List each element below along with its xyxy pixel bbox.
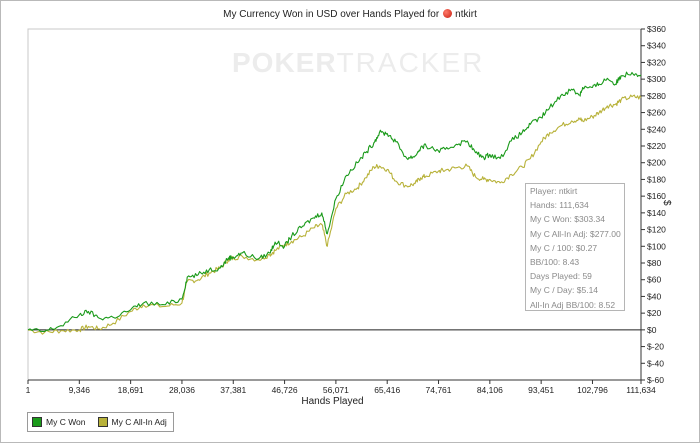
player-name: ntkirt <box>455 9 477 20</box>
y-tick-label: $40 <box>647 291 661 301</box>
x-tick-label: 28,036 <box>169 385 195 395</box>
watermark-part-2: TRACKER <box>336 47 485 78</box>
x-tick-label: 9,346 <box>69 385 91 395</box>
info-allin-adj: My C All-In Adj: $277.00 <box>530 228 621 239</box>
pokertracker-watermark: POKERTRACKER <box>232 47 484 79</box>
watermark-part-1: POKER <box>232 47 337 78</box>
y-tick-label: $80 <box>647 258 661 268</box>
x-tick-label: 111,634 <box>626 385 656 395</box>
y-tick-label: $320 <box>647 57 666 67</box>
legend-item-won[interactable]: My C Won <box>32 417 86 427</box>
y-tick-label: $220 <box>647 141 666 151</box>
y-tick-label: $160 <box>647 191 666 201</box>
y-tick-label: $60 <box>647 275 661 285</box>
info-player: Player: ntkirt <box>530 186 578 196</box>
info-bb-100: BB/100: 8.43 <box>530 257 580 268</box>
y-tick-label: $280 <box>647 91 666 101</box>
poker-site-flag-icon <box>443 9 453 18</box>
x-tick-label: 56,071 <box>323 385 349 395</box>
y-tick-label: $260 <box>647 108 666 118</box>
x-tick-label: 18,691 <box>118 385 144 395</box>
stats-info-box: Player: ntkirt Hands: 111,634 My C Won: … <box>525 183 625 311</box>
y-tick-label: $360 <box>647 24 666 34</box>
series-line-my-c-won <box>27 71 642 333</box>
x-tick-label: 84,106 <box>477 385 503 395</box>
y-tick-label: $-20 <box>647 342 664 352</box>
info-days-played: Days Played: 59 <box>530 271 592 282</box>
y-tick-label: $20 <box>647 308 661 318</box>
y-tick-label: $240 <box>647 124 666 134</box>
x-tick-label: 93,451 <box>528 385 554 395</box>
x-tick-label: 37,381 <box>220 385 246 395</box>
y-tick-label: $-60 <box>647 375 664 385</box>
chart-title: My Currency Won in USD over Hands Played… <box>0 9 700 20</box>
info-hands: Hands: 111,634 <box>530 200 589 211</box>
y-tick-label: $0 <box>647 325 657 335</box>
y-tick-label: $120 <box>647 225 666 235</box>
info-per-100: My C / 100: $0.27 <box>530 242 598 253</box>
info-allin-bb-100: All-In Adj BB/100: 8.52 <box>530 299 616 310</box>
y-tick-label: $200 <box>647 158 666 168</box>
y-tick-label: $300 <box>647 74 666 84</box>
x-tick-label: 102,796 <box>577 385 608 395</box>
y-tick-label: $-40 <box>647 358 664 368</box>
y-axis-label: $ <box>661 200 672 206</box>
legend-label-won: My C Won <box>46 417 86 427</box>
info-per-day: My C / Day: $5.14 <box>530 285 599 296</box>
x-tick-label: 74,761 <box>426 385 452 395</box>
x-tick-label: 65,416 <box>374 385 400 395</box>
chart-title-text: My Currency Won in USD over Hands Played… <box>223 9 440 20</box>
legend-swatch-allin-adj <box>97 417 108 427</box>
legend-item-allin-adj[interactable]: My C All-In Adj <box>97 417 167 427</box>
y-tick-label: $100 <box>647 241 666 251</box>
info-won: My C Won: $303.34 <box>530 214 605 225</box>
legend-swatch-won <box>32 417 42 427</box>
x-tick-label: 1 <box>26 385 31 395</box>
x-axis-label: Hands Played <box>301 396 364 407</box>
y-tick-label: $140 <box>647 208 666 218</box>
y-tick-label: $180 <box>647 174 666 184</box>
legend-label-allin-adj: My C All-In Adj <box>111 417 167 427</box>
chart-legend: My C Won My C All-In Adj <box>27 412 174 432</box>
x-tick-label: 46,726 <box>272 385 298 395</box>
y-tick-label: $340 <box>647 41 666 51</box>
series-line-my-c-all-in-adj <box>27 94 642 335</box>
